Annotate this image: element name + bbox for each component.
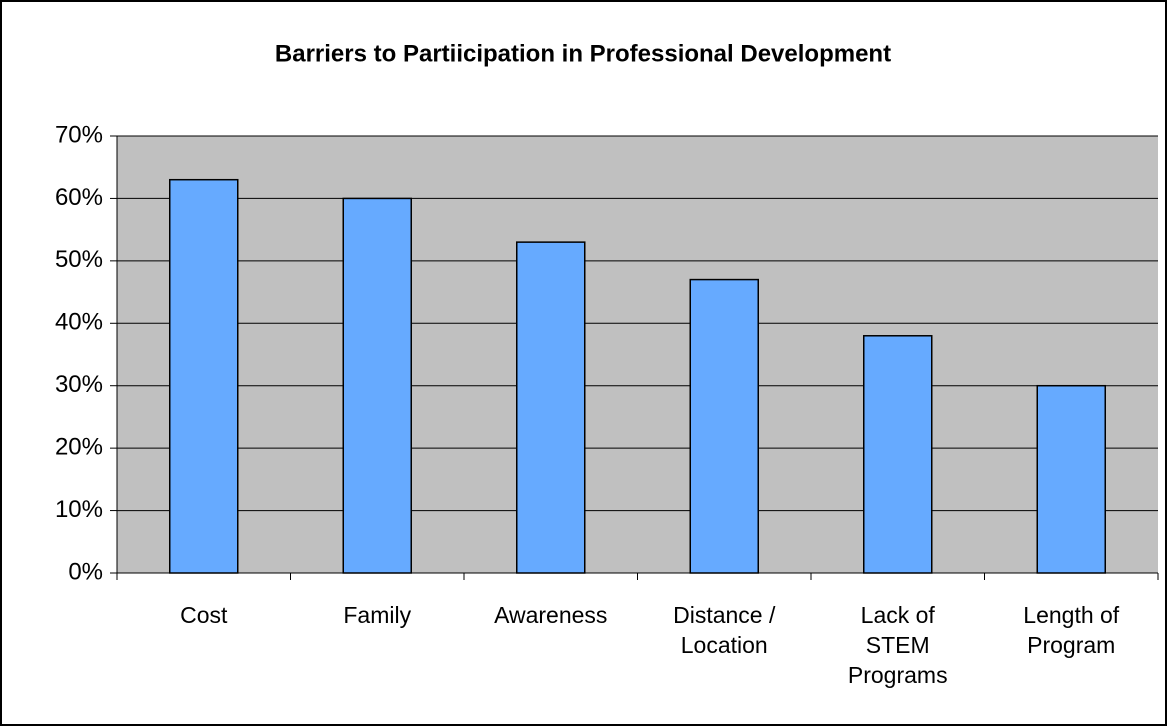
y-tick-label: 40% — [55, 309, 103, 336]
x-tick-label: Cost — [180, 602, 228, 628]
y-tick-label: 70% — [55, 121, 103, 148]
bar — [169, 178, 239, 574]
x-tick-label: Awareness — [494, 602, 608, 628]
y-tick-label: 0% — [68, 558, 103, 585]
bar — [342, 197, 412, 574]
bar — [1036, 384, 1106, 574]
x-tick-label: Distance / Location — [673, 602, 776, 658]
plot-area — [117, 136, 1158, 573]
chart-title: Barriers to Partiicipation in Profession… — [275, 40, 891, 67]
y-tick-label: 50% — [55, 246, 103, 273]
y-tick-label: 30% — [55, 371, 103, 398]
bar — [689, 278, 759, 574]
x-tick-label: Lack of STEM Programs — [847, 602, 948, 688]
y-tick-label: 60% — [55, 184, 103, 211]
x-tick-label: Length of Program — [1023, 602, 1120, 658]
y-tick-label: 10% — [55, 496, 103, 523]
bar — [863, 335, 933, 574]
bar — [516, 241, 586, 574]
x-tick-label: Family — [343, 602, 412, 628]
y-tick-label: 20% — [55, 433, 103, 460]
